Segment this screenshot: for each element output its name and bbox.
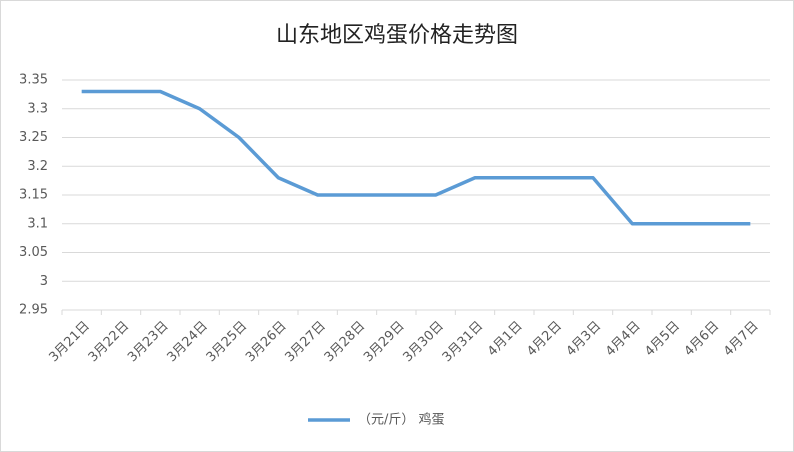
chart-title: 山东地区鸡蛋价格走势图 bbox=[276, 23, 518, 48]
y-tick-label: 3.05 bbox=[19, 245, 48, 260]
y-tick-label: 3.35 bbox=[19, 73, 48, 88]
y-tick-label: 3 bbox=[40, 274, 48, 289]
line bbox=[81, 89, 751, 226]
y-tick-label: 3.2 bbox=[27, 159, 48, 174]
legend-label: （元/斤） 鸡蛋 bbox=[358, 412, 445, 428]
y-tick-label: 3.15 bbox=[19, 188, 48, 203]
y-tick-label: 2.95 bbox=[19, 303, 48, 318]
y-tick-label: 3.3 bbox=[27, 101, 48, 116]
y-tick-label: 3.25 bbox=[19, 130, 48, 145]
y-tick-label: 3.1 bbox=[27, 216, 48, 231]
